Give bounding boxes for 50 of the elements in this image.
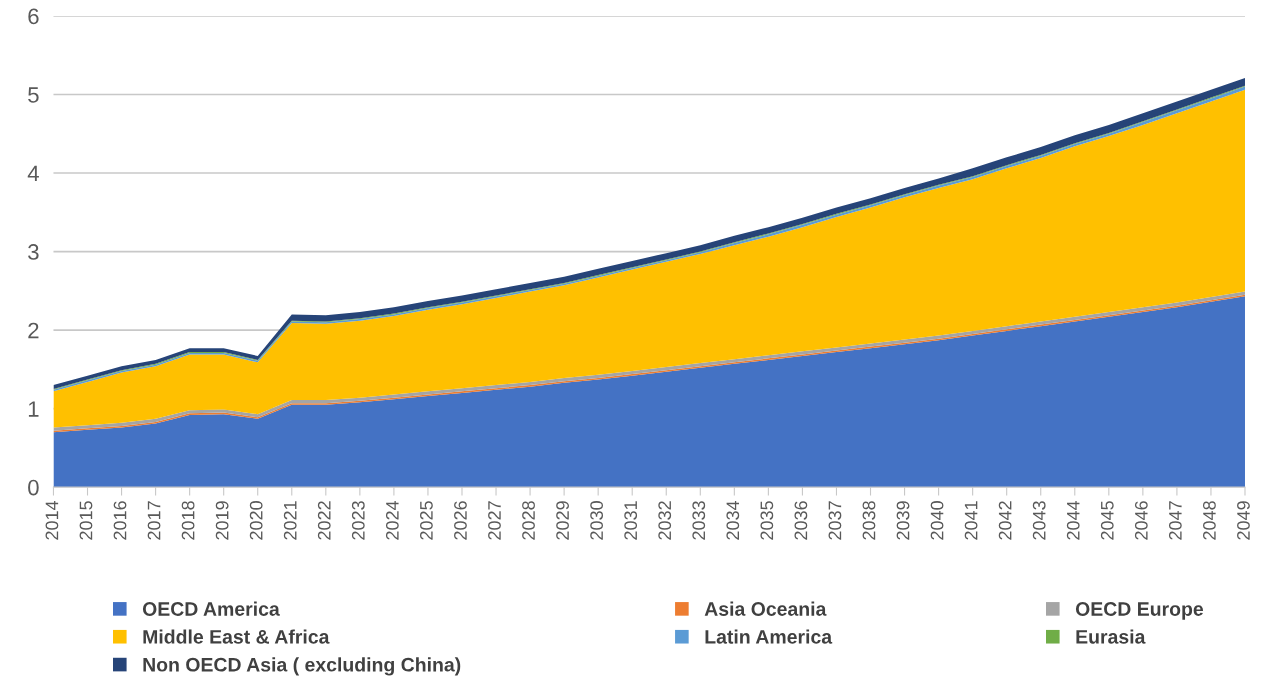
legend-label: Non OECD Asia ( excluding China) — [143, 657, 461, 676]
x-tick-label: 2049 — [1237, 501, 1250, 540]
x-tick-label: 2031 — [624, 501, 638, 540]
x-tick-label: 2037 — [828, 501, 842, 540]
x-tick-label: 2029 — [556, 501, 569, 540]
x-tick-label: 2022 — [317, 501, 331, 540]
legend-label: Asia Oceania — [704, 601, 827, 616]
x-tick-label: 2025 — [420, 501, 433, 540]
legend-label: OECD Europe — [1075, 602, 1204, 620]
legend-label: Middle East & Africa — [143, 629, 330, 644]
x-tick-label: 2034 — [726, 500, 740, 540]
x-tick-label: 2020 — [249, 501, 263, 540]
legend-label: OECD America — [142, 601, 280, 616]
x-tick-label: 2026 — [454, 501, 467, 540]
x-tick-label: 2036 — [794, 501, 808, 540]
x-tick-label: 2044 — [1066, 500, 1080, 540]
x-tick-label: 2047 — [1168, 501, 1182, 540]
x-tick-label: 2041 — [964, 501, 978, 540]
x-tick-label: 2014 — [45, 500, 59, 540]
x-tick-label: 2017 — [147, 501, 161, 540]
y-tick-label: 4 — [27, 165, 39, 182]
x-tick-label: 2033 — [692, 501, 706, 540]
x-tick-label: 2023 — [351, 501, 365, 540]
y-tick-label: 5 — [28, 87, 39, 103]
x-tick-label: 2046 — [1134, 501, 1148, 540]
x-tick-label: 2018 — [181, 501, 195, 540]
x-tick-label: 2038 — [862, 501, 876, 540]
legend-label: Eurasia — [1076, 629, 1146, 644]
y-tick-label: 6 — [28, 8, 39, 25]
x-tick-label: 2040 — [930, 501, 944, 540]
x-tick-label: 2028 — [522, 501, 535, 540]
x-tick-label: 2045 — [1100, 501, 1114, 540]
x-tick-label: 2015 — [79, 501, 93, 540]
y-tick-label: 0 — [28, 479, 39, 496]
y-tick-label: 1 — [28, 401, 39, 417]
x-tick-label: 2024 — [385, 500, 399, 540]
x-tick-label: 2039 — [896, 501, 910, 540]
x-tick-label: 2019 — [215, 501, 229, 540]
x-tick-label: 2043 — [1032, 501, 1046, 540]
x-tick-label: 2035 — [760, 501, 774, 540]
x-tick-label: 2016 — [113, 501, 127, 540]
y-tick-label: 3 — [28, 244, 39, 260]
x-tick-label: 2027 — [488, 501, 501, 540]
x-tick-label: 2021 — [283, 501, 297, 540]
x-tick-label: 2048 — [1203, 501, 1216, 540]
x-tick-label: 2030 — [590, 501, 604, 540]
x-tick-label: 2032 — [658, 501, 672, 540]
x-tick-label: 2042 — [998, 501, 1012, 540]
legend-label: Latin America — [705, 629, 833, 644]
y-tick-label: 2 — [28, 322, 39, 339]
